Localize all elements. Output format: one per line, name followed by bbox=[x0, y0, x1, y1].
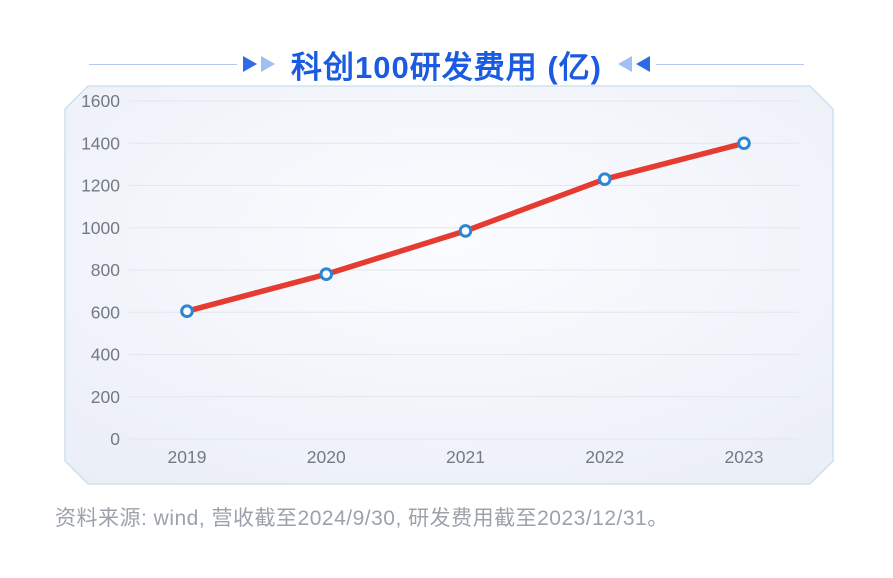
right-triangle-dark-icon bbox=[243, 56, 257, 72]
line-chart: 0 200 400 600 800 1000 1200 1400 1600 2019 2020 202… bbox=[64, 85, 834, 485]
x-tick-label: 2019 bbox=[168, 447, 207, 467]
x-tick-label: 2023 bbox=[725, 447, 764, 467]
y-tick-label: 0 bbox=[110, 429, 120, 449]
x-tick-label: 2022 bbox=[585, 447, 624, 467]
data-point-marker bbox=[597, 172, 612, 186]
y-tick-label: 1200 bbox=[81, 176, 120, 196]
title-right-line bbox=[655, 63, 804, 65]
left-triangle-dark-icon bbox=[635, 56, 650, 72]
right-triangle-light-icon bbox=[261, 56, 275, 72]
y-tick-label: 200 bbox=[91, 387, 120, 407]
y-tick-label: 1000 bbox=[81, 218, 120, 238]
y-tick-label: 400 bbox=[91, 345, 120, 365]
title-left-line bbox=[89, 63, 237, 65]
data-point-marker bbox=[458, 224, 473, 238]
y-tick-label: 800 bbox=[91, 260, 120, 280]
title-right-flourish bbox=[617, 56, 650, 72]
data-point-marker bbox=[737, 136, 751, 151]
y-tick-label: 1400 bbox=[81, 133, 120, 153]
title-left-flourish bbox=[243, 56, 275, 72]
data-point-marker bbox=[180, 304, 194, 318]
chart-card: 0 200 400 600 800 1000 1200 1400 1600 2019 2020 202… bbox=[64, 85, 834, 485]
y-tick-label: 1600 bbox=[81, 91, 120, 111]
chart-title: 科创100研发费用 (亿) bbox=[291, 49, 602, 85]
y-tick-label: 600 bbox=[91, 302, 120, 322]
data-point-marker bbox=[319, 267, 334, 282]
left-triangle-light-icon bbox=[617, 56, 632, 72]
chart-title-row: 科创100研发费用 (亿) bbox=[0, 40, 893, 88]
x-tick-label: 2020 bbox=[307, 447, 346, 467]
source-note: 资料来源: wind, 营收截至2024/9/30, 研发费用截至2023/12… bbox=[55, 507, 669, 530]
card-outline bbox=[64, 85, 834, 485]
x-tick-label: 2021 bbox=[446, 447, 485, 467]
